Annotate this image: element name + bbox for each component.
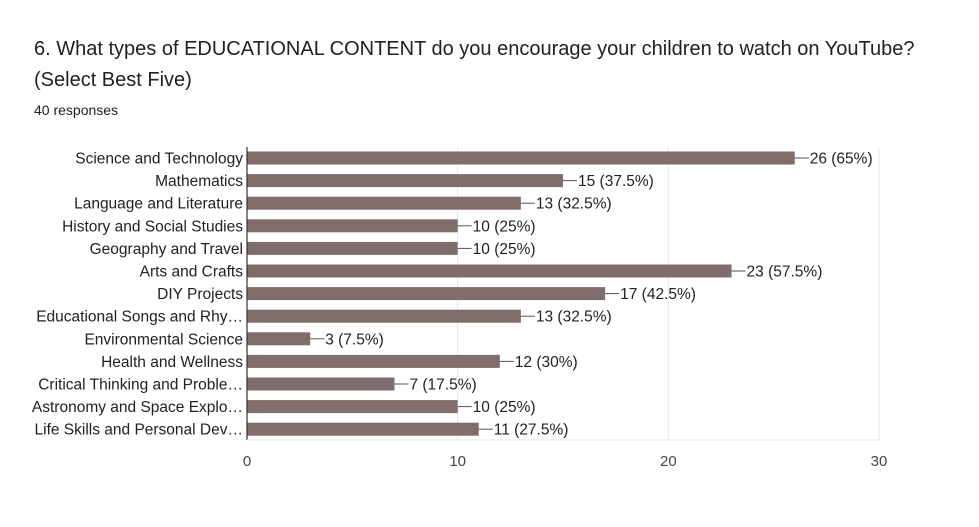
question-title: 6. What types of EDUCATIONAL CONTENT do … [34,38,915,91]
data-label: 26 (65%) [810,151,873,168]
data-label: 3 (7.5%) [325,331,384,348]
data-label: 11 (27.5%) [494,422,569,439]
data-label: 23 (57.5%) [747,264,823,281]
category-label: Science and Technology [75,151,243,168]
category-label: Environmental Science [84,331,243,348]
x-tick-label: 0 [243,453,251,470]
data-label: 10 (25%) [473,241,536,258]
bar [247,422,479,436]
data-label: 7 (17.5%) [409,377,476,394]
question-header: 6. What types of EDUCATIONAL CONTENT do … [34,34,934,118]
bar [247,241,458,255]
category-label: Critical Thinking and Proble… [38,377,243,394]
category-label: DIY Projects [157,286,243,303]
bar [247,151,795,165]
data-label: 10 (25%) [473,399,536,416]
bar [247,354,500,368]
bar [247,287,606,301]
data-label: 13 (32.5%) [536,309,612,326]
bar [247,332,311,346]
x-tick-label: 30 [871,453,888,470]
x-tick-label: 20 [660,453,677,470]
data-label: 10 (25%) [473,218,536,235]
category-label: Language and Literature [74,196,243,213]
bar [247,377,395,391]
bar [247,196,521,210]
response-count: 40 responses [34,102,119,118]
bar [247,309,521,323]
bar [247,264,732,278]
category-label: Educational Songs and Rhy… [36,309,243,326]
data-label: 13 (32.5%) [536,196,612,213]
data-label: 12 (30%) [515,354,578,371]
category-label: Mathematics [155,173,243,190]
category-label: History and Social Studies [62,218,243,235]
category-label: Arts and Crafts [140,264,244,281]
x-tick-label: 10 [449,453,466,470]
data-label: 17 (42.5%) [620,286,696,303]
category-label: Health and Wellness [101,354,243,371]
bar [247,400,458,414]
data-label: 15 (37.5%) [578,173,654,190]
category-label: Life Skills and Personal Dev… [35,422,244,439]
category-label: Geography and Travel [90,241,243,258]
category-label: Astronomy and Space Explo… [32,399,243,416]
bar [247,219,458,233]
bar [247,174,563,188]
